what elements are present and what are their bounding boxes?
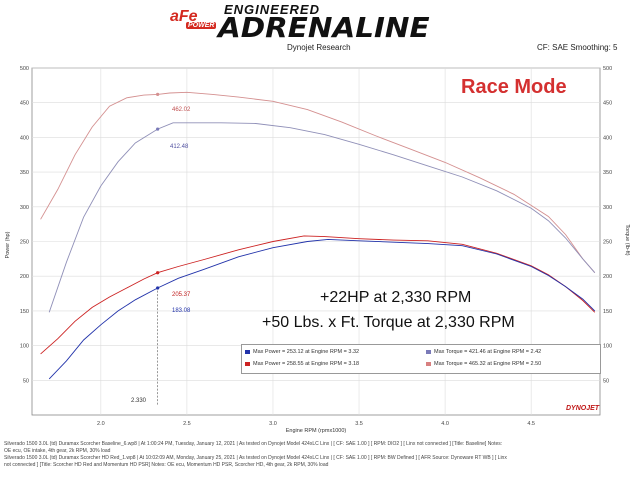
source-label: Dynojet Research (287, 43, 351, 52)
y-tick-label-right: 50 (603, 378, 609, 384)
y-tick-label: 250 (20, 240, 29, 246)
x-tick-label: 3.5 (355, 421, 363, 427)
y-tick-label: 450 (20, 101, 29, 107)
series-line-1 (48, 122, 596, 313)
brand-logo: aFe POWER ENGINEERED ADRENALINE (168, 2, 468, 44)
legend-entry: Max Power = 253.12 at Engine RPM = 3.32 (245, 349, 359, 355)
rpm-marker-point (156, 92, 160, 96)
label-183: 183.08 (172, 308, 191, 314)
legend-text: Max Power = 258.55 at Engine RPM = 3.18 (253, 361, 360, 367)
y-tick-label-right: 500 (603, 66, 612, 72)
legend-entry: Max Torque = 465.32 at Engine RPM = 2.50 (426, 361, 541, 367)
afe-logo: aFe POWER (168, 8, 217, 30)
y-tick-label: 50 (23, 378, 29, 384)
dynojet-logo: DYNOJET (566, 405, 600, 412)
brand-engineered: ENGINEERED (224, 2, 320, 17)
series-line-3 (48, 238, 596, 380)
brand-adrenaline: ADRENALINE (218, 11, 430, 44)
x-tick-label: 3.0 (269, 421, 277, 427)
race-mode-title: Race Mode (461, 76, 567, 98)
y-tick-label-right: 100 (603, 344, 612, 350)
legend-text: Max Power = 253.12 at Engine RPM = 3.32 (253, 349, 360, 355)
x-tick-label: 2.5 (183, 421, 191, 427)
y-tick-label-right: 450 (603, 101, 612, 107)
x-tick-label: 2.0 (97, 421, 105, 427)
label-205: 205.37 (172, 292, 191, 298)
torque-gain-text: +50 Lbs. x Ft. Torque at 2,330 RPM (262, 314, 515, 331)
afe-power-text: POWER (186, 22, 217, 29)
y-tick-label-right: 400 (603, 135, 612, 141)
afe-logo-text: aFe (170, 8, 198, 25)
run-note: Silverado 1500 3.0L (td) Duramax Scorche… (4, 441, 503, 447)
x-tick-label: 4.5 (527, 421, 535, 427)
run-note: Silverado 1500 3.0L (td) Duramax Scorche… (4, 455, 507, 461)
series-line-0 (40, 91, 596, 273)
legend-text: Max Torque = 421.46 at Engine RPM = 2.42 (434, 349, 542, 355)
y-axis-label-left: Power (hp) (5, 231, 11, 258)
legend-swatch (426, 361, 431, 366)
y-tick-label-right: 300 (603, 205, 612, 211)
legend-swatch (245, 349, 250, 354)
y-tick-label: 350 (20, 170, 29, 176)
y-tick-label: 150 (20, 309, 29, 315)
y-tick-label: 500 (20, 66, 29, 72)
y-tick-label: 100 (20, 344, 29, 350)
legend-entry: Max Torque = 421.46 at Engine RPM = 2.42 (426, 349, 541, 355)
y-axis-label-right: Torque (lb-ft) (624, 224, 630, 255)
y-tick-label: 200 (20, 274, 29, 280)
y-tick-label-right: 200 (603, 274, 612, 280)
y-tick-label-right: 250 (603, 240, 612, 246)
y-tick-label: 400 (20, 135, 29, 141)
legend-text: Max Torque = 465.32 at Engine RPM = 2.50 (434, 361, 542, 367)
series-line-2 (40, 235, 596, 355)
run-note: not connected ] [Title: Scorcher HD Red … (4, 462, 329, 468)
y-tick-label-right: 350 (603, 170, 612, 176)
label-412: 412.48 (170, 144, 189, 150)
settings-label: CF: SAE Smoothing: 5 (537, 43, 618, 52)
legend-entry: Max Power = 258.55 at Engine RPM = 3.18 (245, 361, 359, 367)
run-note: OE ecu, OE intake, 4th gear, 2k RPM, 30%… (4, 448, 111, 454)
rpm-marker-point (156, 271, 160, 275)
y-tick-label-right: 150 (603, 309, 612, 315)
label-462: 462.02 (172, 107, 191, 113)
rpm-marker-point (156, 127, 160, 131)
legend-swatch (245, 361, 250, 366)
y-tick-label: 300 (20, 205, 29, 211)
label-2330: 2.330 (131, 398, 147, 404)
legend-swatch (426, 349, 431, 354)
run-notes: Silverado 1500 3.0L (td) Duramax Scorche… (4, 441, 640, 469)
x-tick-label: 4.0 (441, 421, 449, 427)
hp-gain-text: +22HP at 2,330 RPM (320, 289, 472, 306)
x-axis-label: Engine RPM (rpmx1000) (286, 428, 347, 434)
rpm-marker-point (156, 286, 160, 290)
chart-legend: Max Power = 253.12 at Engine RPM = 3.32 … (241, 344, 601, 374)
